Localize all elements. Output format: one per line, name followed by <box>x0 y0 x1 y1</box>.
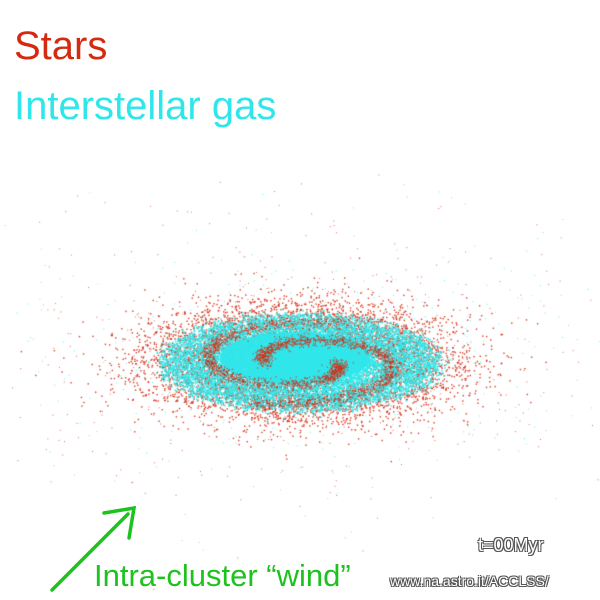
legend-stars-label: Stars <box>14 24 108 68</box>
time-stamp-label: t=00Myr <box>478 535 544 555</box>
source-url-label: www.na.astro.it/ACCLSS/ <box>390 573 549 589</box>
wind-direction-label: Intra-cluster “wind” <box>94 558 351 593</box>
legend-gas-label: Interstellar gas <box>14 84 277 128</box>
